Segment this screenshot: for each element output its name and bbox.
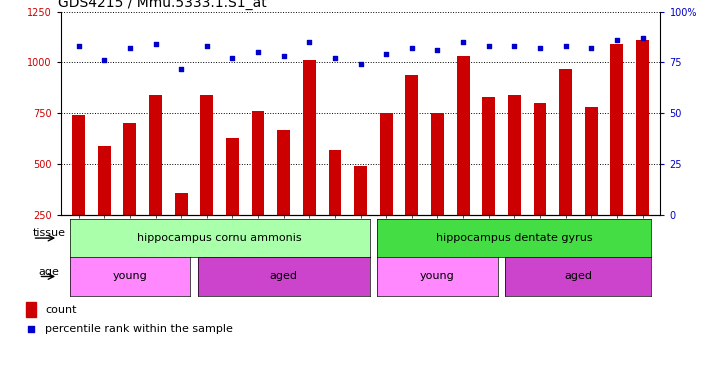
Point — [227, 55, 238, 61]
Bar — [559, 68, 572, 266]
Bar — [406, 74, 418, 266]
Point — [534, 45, 545, 51]
Point — [432, 47, 443, 53]
Bar — [226, 138, 238, 266]
Point — [381, 51, 392, 57]
Point — [355, 61, 366, 68]
Point — [278, 53, 289, 60]
Bar — [72, 115, 85, 266]
Text: tissue: tissue — [33, 228, 66, 238]
Bar — [533, 103, 546, 266]
Text: hippocampus cornu ammonis: hippocampus cornu ammonis — [137, 233, 302, 243]
Bar — [610, 44, 623, 266]
Bar — [380, 113, 393, 266]
Text: aged: aged — [565, 271, 593, 281]
Point — [303, 39, 315, 45]
Point — [483, 43, 494, 49]
Text: young: young — [420, 271, 455, 281]
Bar — [508, 95, 521, 266]
Point — [319, 239, 331, 245]
Bar — [124, 124, 136, 266]
Bar — [251, 111, 264, 266]
Bar — [483, 97, 495, 266]
Point — [252, 49, 263, 55]
Point — [458, 39, 469, 45]
Point — [150, 41, 161, 47]
Point — [73, 43, 84, 49]
Bar — [277, 129, 290, 266]
Point — [201, 43, 213, 49]
Text: hippocampus dentate gyrus: hippocampus dentate gyrus — [436, 233, 593, 243]
Point — [124, 45, 136, 51]
Bar — [26, 302, 36, 317]
Text: count: count — [45, 305, 76, 314]
Bar — [457, 56, 470, 266]
Text: age: age — [39, 267, 59, 277]
Point — [99, 57, 110, 63]
Bar — [328, 150, 341, 266]
Text: GDS4215 / Mmu.5333.1.S1_at: GDS4215 / Mmu.5333.1.S1_at — [58, 0, 266, 10]
Bar — [431, 113, 444, 266]
Text: aged: aged — [270, 271, 298, 281]
Bar — [636, 40, 649, 266]
Text: percentile rank within the sample: percentile rank within the sample — [45, 324, 233, 334]
Bar — [98, 146, 111, 266]
Point — [611, 37, 623, 43]
Point — [406, 45, 418, 51]
Point — [585, 45, 597, 51]
Bar — [149, 95, 162, 266]
Bar — [585, 107, 598, 266]
Point — [508, 43, 520, 49]
Bar — [303, 60, 316, 266]
Bar — [175, 193, 188, 266]
Point — [560, 43, 571, 49]
Point — [637, 35, 648, 41]
Bar — [354, 166, 367, 266]
Point — [329, 55, 341, 61]
Point — [176, 65, 187, 71]
Bar — [201, 95, 213, 266]
Text: young: young — [113, 271, 147, 281]
